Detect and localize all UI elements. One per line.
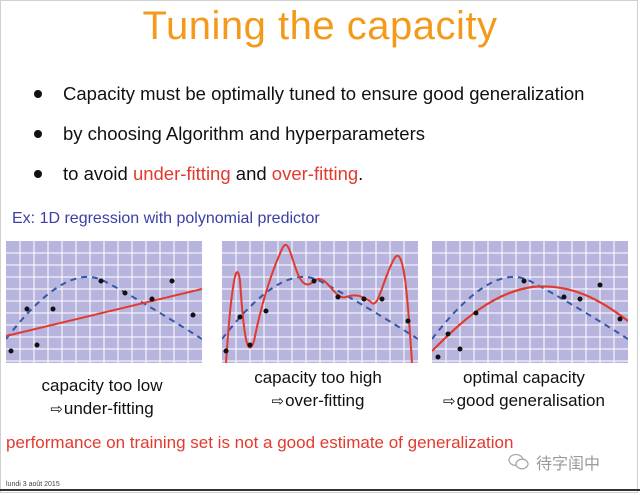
data-point — [190, 312, 196, 318]
training-points — [435, 278, 623, 360]
data-point — [263, 308, 269, 314]
caption-line: ⇨under-fitting — [4, 397, 200, 421]
bullet-list: Capacity must be optimally tuned to ensu… — [30, 74, 630, 194]
bullet-text-part: . — [358, 163, 364, 184]
data-point — [223, 348, 229, 354]
true-function-curve — [432, 276, 628, 340]
caption-line: capacity too high — [254, 368, 382, 387]
bullet-dot-icon — [34, 170, 42, 178]
data-point — [577, 296, 583, 302]
data-point — [617, 316, 623, 322]
overfit-curve — [225, 244, 413, 363]
slide-title: Tuning the capacity — [142, 4, 498, 48]
data-point — [405, 318, 411, 324]
bullet-text: by choosing Algorithm and hyperparameter… — [63, 123, 425, 144]
underfit-plot-svg — [6, 241, 202, 363]
bullet-text-part: to avoid — [63, 163, 133, 184]
bullet-text: Capacity must be optimally tuned to ensu… — [63, 83, 585, 104]
optimal-plot-svg — [432, 241, 628, 363]
data-point — [335, 294, 341, 300]
bullet-item: Capacity must be optimally tuned to ensu… — [30, 74, 630, 114]
bullet-item: to avoid under-fitting and over-fitting. — [30, 154, 630, 194]
bullet-text: to avoid under-fitting and over-fitting. — [63, 163, 363, 185]
data-point — [247, 342, 253, 348]
caption-line: optimal capacity — [463, 368, 585, 387]
underfit-plot — [6, 241, 202, 363]
caption-line: ⇨good generalisation — [426, 389, 622, 413]
bullet-dot-icon — [34, 130, 42, 138]
underfitting-highlight: under-fitting — [132, 163, 231, 184]
caption-result: good generalisation — [456, 391, 605, 410]
caption-line: capacity too low — [41, 376, 163, 395]
overfit-caption: capacity too high ⇨over-fitting — [220, 366, 416, 413]
data-point — [122, 290, 128, 296]
data-point — [445, 331, 451, 337]
caption-result: over-fitting — [285, 391, 365, 410]
caption-line: ⇨over-fitting — [220, 389, 416, 413]
data-point — [457, 346, 463, 352]
footer-divider — [0, 489, 640, 491]
training-points — [8, 278, 196, 354]
data-point — [597, 282, 603, 288]
data-point — [34, 342, 40, 348]
training-points — [223, 278, 411, 354]
watermark-text: 待字闺中 — [536, 456, 601, 473]
overfit-plot-svg — [222, 241, 418, 363]
optimal-plot — [432, 241, 628, 363]
data-point — [521, 278, 527, 284]
data-point — [379, 296, 385, 302]
data-point — [149, 296, 155, 302]
bullet-item: by choosing Algorithm and hyperparameter… — [30, 114, 630, 154]
watermark: 待字闺中 — [508, 450, 600, 474]
bullet-dot-icon — [34, 90, 42, 98]
bullet-text-part: and — [230, 163, 272, 184]
optimal-fit-curve — [432, 285, 628, 352]
data-point — [311, 278, 317, 284]
linear-fit-line — [6, 288, 202, 337]
footer-message: performance on training set is not a goo… — [6, 433, 514, 452]
data-point — [50, 306, 56, 312]
example-label: Ex: 1D regression with polynomial predic… — [12, 210, 320, 227]
data-point — [237, 314, 243, 320]
arrow-right-icon: ⇨ — [443, 393, 456, 410]
arrow-right-icon: ⇨ — [271, 393, 285, 410]
overfitting-highlight: over-fitting — [271, 163, 359, 184]
true-function-curve — [6, 276, 202, 340]
data-point — [169, 278, 175, 284]
data-point — [8, 348, 14, 354]
overfit-plot — [222, 241, 418, 363]
data-point — [98, 278, 104, 284]
true-function-curve — [222, 276, 418, 340]
data-point — [24, 306, 30, 312]
arrow-right-icon: ⇨ — [50, 401, 63, 418]
underfit-caption: capacity too low ⇨under-fitting — [4, 374, 200, 421]
data-point — [361, 296, 367, 302]
optimal-caption: optimal capacity ⇨good generalisation — [426, 366, 622, 413]
wechat-icon — [508, 453, 529, 470]
plot-grid — [432, 241, 628, 363]
data-point — [561, 294, 567, 300]
slide-date: lundi 3 août 2015 — [6, 481, 60, 488]
caption-result: under-fitting — [63, 399, 154, 418]
data-point — [473, 310, 479, 316]
data-point — [435, 354, 441, 360]
